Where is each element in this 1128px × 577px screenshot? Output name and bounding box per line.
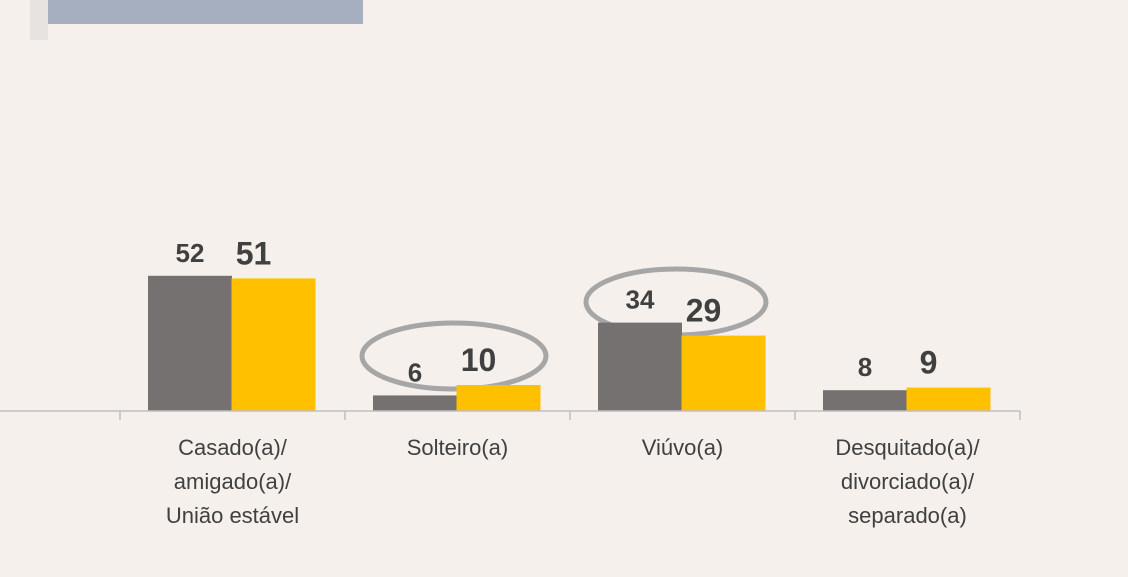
bar	[681, 335, 766, 411]
logo-corner	[30, 0, 48, 40]
plot: 52 6 34 8 51 10 29 9 Casado(a)/amigado(a)/União …	[0, 235, 1021, 528]
bar	[373, 395, 457, 411]
value-label: 29	[686, 293, 722, 329]
x-tick-label: Solteiro(a)	[407, 435, 508, 460]
value-label: 10	[461, 342, 497, 378]
value-label: 34	[626, 285, 655, 315]
value-label: 6	[408, 357, 422, 387]
value-label: 9	[920, 345, 938, 381]
value-label: 8	[858, 352, 872, 382]
bar	[823, 390, 907, 411]
highlight-ellipse	[359, 320, 549, 392]
x-tick-label: Viúvo(a)	[642, 435, 724, 460]
bar	[598, 322, 682, 411]
x-tick-label: Desquitado(a)/divorciado(a)/separado(a)	[835, 435, 980, 528]
logo-banner	[48, 0, 363, 24]
bar	[456, 385, 541, 411]
bar	[906, 387, 991, 411]
value-label: 52	[176, 238, 205, 268]
x-tick-label: Casado(a)/amigado(a)/União estável	[166, 435, 299, 528]
value-label: 51	[236, 235, 272, 271]
bar	[231, 278, 316, 411]
bar	[148, 275, 232, 411]
